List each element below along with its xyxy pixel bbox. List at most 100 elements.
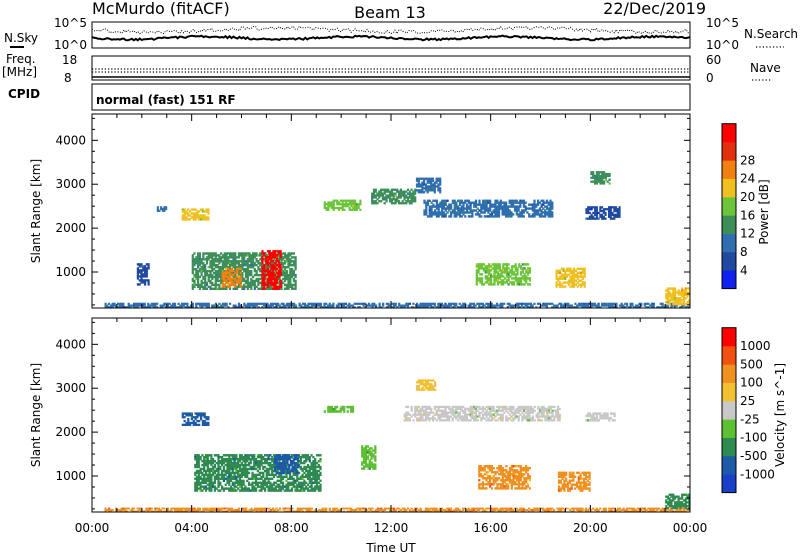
colorbar-segment [722, 142, 736, 161]
data-cell [412, 303, 414, 305]
data-cell [232, 274, 234, 276]
data-cell [279, 509, 281, 511]
data-cell [291, 489, 293, 491]
data-cell [232, 270, 234, 272]
data-cell [439, 191, 441, 193]
data-cell [394, 202, 396, 204]
nave-tick-top: 60 [706, 53, 721, 67]
data-cell [480, 215, 482, 217]
data-cell [223, 285, 225, 287]
data-cell [293, 252, 295, 254]
station-title: McMurdo (fitACF) [92, 0, 230, 18]
data-cell [240, 268, 242, 270]
data-cell [609, 182, 611, 184]
data-cell [255, 489, 257, 491]
noise-tick-bottom-left: 10^0 [54, 38, 87, 52]
data-cell [525, 202, 527, 204]
data-cell [184, 416, 186, 418]
data-cell [612, 214, 614, 216]
data-cell [295, 288, 297, 290]
data-cell [229, 288, 231, 290]
data-cell [609, 175, 611, 177]
nave-label: Nave [750, 61, 781, 75]
date-title: 22/Dec/2019 [603, 0, 706, 18]
data-cell [445, 215, 447, 217]
noise-search-trace [92, 26, 690, 33]
data-cell [250, 288, 252, 290]
data-cell [450, 215, 452, 217]
data-cell [191, 418, 193, 420]
freq-tick-bottom: 8 [64, 71, 72, 85]
data-cell [204, 424, 206, 426]
colorbar-segment [722, 234, 736, 253]
data-cell [371, 508, 373, 510]
y-tick-label: 4000 [55, 133, 86, 147]
colorbar-segment [722, 160, 736, 179]
data-cell [608, 216, 610, 218]
data-cell [240, 285, 242, 287]
data-cell [207, 424, 209, 426]
data-cell [229, 303, 231, 305]
data-cell [232, 278, 234, 280]
data-cell [146, 275, 148, 277]
data-cell [198, 210, 200, 212]
data-cell [592, 218, 594, 220]
data-cell [529, 283, 531, 285]
colorbar-segment [722, 270, 736, 289]
data-cell [333, 203, 335, 205]
data-cell [529, 271, 531, 273]
data-cell [156, 303, 158, 305]
data-cell [280, 274, 282, 276]
data-cell [191, 212, 193, 214]
data-cell [382, 305, 384, 307]
data-cell [584, 276, 586, 278]
data-cell [207, 418, 209, 420]
freq-tick-top: 18 [62, 53, 77, 67]
data-cell [191, 216, 193, 218]
beam-title: Beam 13 [354, 3, 426, 22]
data-cell [327, 209, 329, 211]
data-cell [503, 303, 505, 305]
power-data [105, 171, 691, 308]
data-cell [144, 283, 146, 285]
data-cell [584, 285, 586, 287]
data-cell [605, 208, 607, 210]
data-cell [198, 414, 200, 416]
data-cell [133, 508, 135, 510]
data-cell [240, 272, 242, 274]
data-cell [439, 187, 441, 189]
y-tick-label: 3000 [55, 177, 86, 191]
velocity-data [105, 379, 691, 512]
data-cell [276, 282, 278, 284]
data-cell [263, 254, 265, 256]
data-cell [236, 272, 238, 274]
colorbar-segment [722, 197, 736, 216]
data-cell [210, 489, 212, 491]
data-cell [592, 181, 594, 183]
data-cell [165, 208, 167, 210]
data-cell [384, 202, 386, 204]
noise-sky-trace [92, 36, 690, 41]
data-cell [198, 424, 200, 426]
data-cell [184, 420, 186, 422]
data-cell [240, 280, 242, 282]
data-cell [612, 218, 614, 220]
data-cell [519, 205, 521, 207]
data-cell [204, 218, 206, 220]
data-cell [669, 303, 671, 305]
data-cell [151, 508, 153, 510]
data-cell [184, 424, 186, 426]
data-cell [551, 207, 553, 209]
data-cell [601, 210, 603, 212]
data-cell [204, 210, 206, 212]
data-cell [592, 206, 594, 208]
nave-tick-bottom: 0 [706, 71, 714, 85]
cpid-mode: normal (fast) 151 RF [96, 93, 236, 107]
data-cell [184, 412, 186, 414]
data-cell [527, 263, 529, 265]
data-cell [376, 202, 378, 204]
data-cell [498, 215, 500, 217]
data-cell [439, 178, 441, 180]
